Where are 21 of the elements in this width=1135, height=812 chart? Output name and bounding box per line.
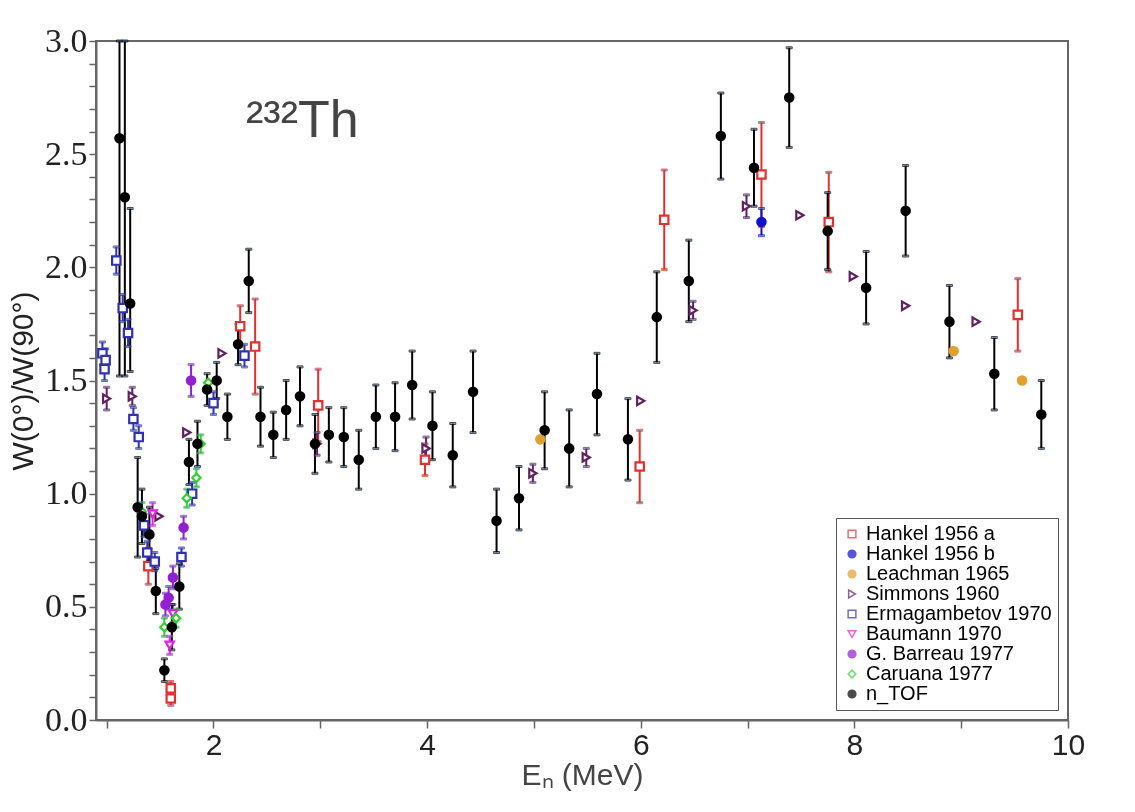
- y-axis-title: W(0°)/W(90°): [6, 291, 39, 471]
- y-tick-label: 2.0: [45, 247, 88, 285]
- x-tick-label: 10: [1051, 727, 1086, 761]
- legend-label: Simmons 1960: [866, 582, 1000, 604]
- annotation: ²³²Th: [246, 90, 359, 148]
- x-tick-label: 8: [846, 727, 864, 761]
- y-tick-label: 3.0: [45, 21, 88, 59]
- x-tick-label: 4: [419, 727, 436, 761]
- legend-label: Leachman 1965: [866, 562, 1010, 584]
- legend-label: Ermagambetov 1970: [866, 602, 1052, 624]
- y-tick-label: 0.5: [45, 587, 88, 625]
- legend-label: Hankel 1956 a: [866, 522, 996, 544]
- y-tick-label: 1.5: [45, 361, 88, 398]
- y-tick-label: 2.5: [45, 134, 88, 172]
- legend-label: G. Barreau 1977: [866, 642, 1014, 664]
- y-tick-label: 1.0: [45, 474, 88, 512]
- x-tick-label: 2: [205, 727, 223, 761]
- legend-label: Hankel 1956 b: [866, 542, 995, 564]
- legend-label: n_TOF: [866, 682, 928, 705]
- legend-label: Caruana 1977: [866, 662, 993, 684]
- y-tick-label: 0.0: [45, 700, 88, 738]
